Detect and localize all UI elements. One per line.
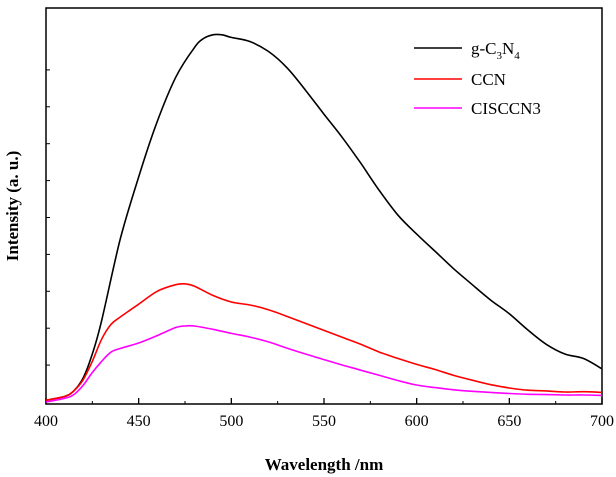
series-lines <box>45 33 603 403</box>
x-tick-label: 700 <box>590 413 614 430</box>
legend-entry-ccn: CCN <box>414 70 506 89</box>
x-tick-label: 550 <box>312 413 336 430</box>
x-tick-label: 500 <box>219 413 243 430</box>
legend-label-cisccn3: CISCCN3 <box>471 99 541 118</box>
legend-label-part: g-C <box>471 39 497 58</box>
legend-label-subscript: 4 <box>514 50 520 62</box>
x-axis-title: Wavelength /nm <box>265 455 384 474</box>
legend-entry-cisccn3: CISCCN3 <box>414 99 541 118</box>
series-line-cisccn3 <box>45 324 603 403</box>
y-axis-ticks <box>46 69 50 366</box>
series-line-g-c3n4 <box>45 33 603 401</box>
legend-label-ccn: CCN <box>471 70 506 89</box>
y-axis-title: Intensity (a. u.) <box>3 151 22 262</box>
legend-label-part: N <box>502 39 514 58</box>
legend: g-C3N4 CCN CISCCN3 <box>414 39 541 118</box>
x-axis-ticks: 400 450 500 550 600 650 700 <box>34 398 614 430</box>
series-line-ccn <box>45 282 603 401</box>
legend-label-g-c3n4: g-C3N4 <box>471 39 520 62</box>
legend-entry-g-c3n4: g-C3N4 <box>414 39 520 62</box>
x-tick-label: 450 <box>127 413 151 430</box>
x-tick-label: 650 <box>497 413 521 430</box>
x-tick-label: 600 <box>405 413 429 430</box>
x-tick-label: 400 <box>34 413 58 430</box>
legend-label-subscript: 3 <box>497 50 503 62</box>
